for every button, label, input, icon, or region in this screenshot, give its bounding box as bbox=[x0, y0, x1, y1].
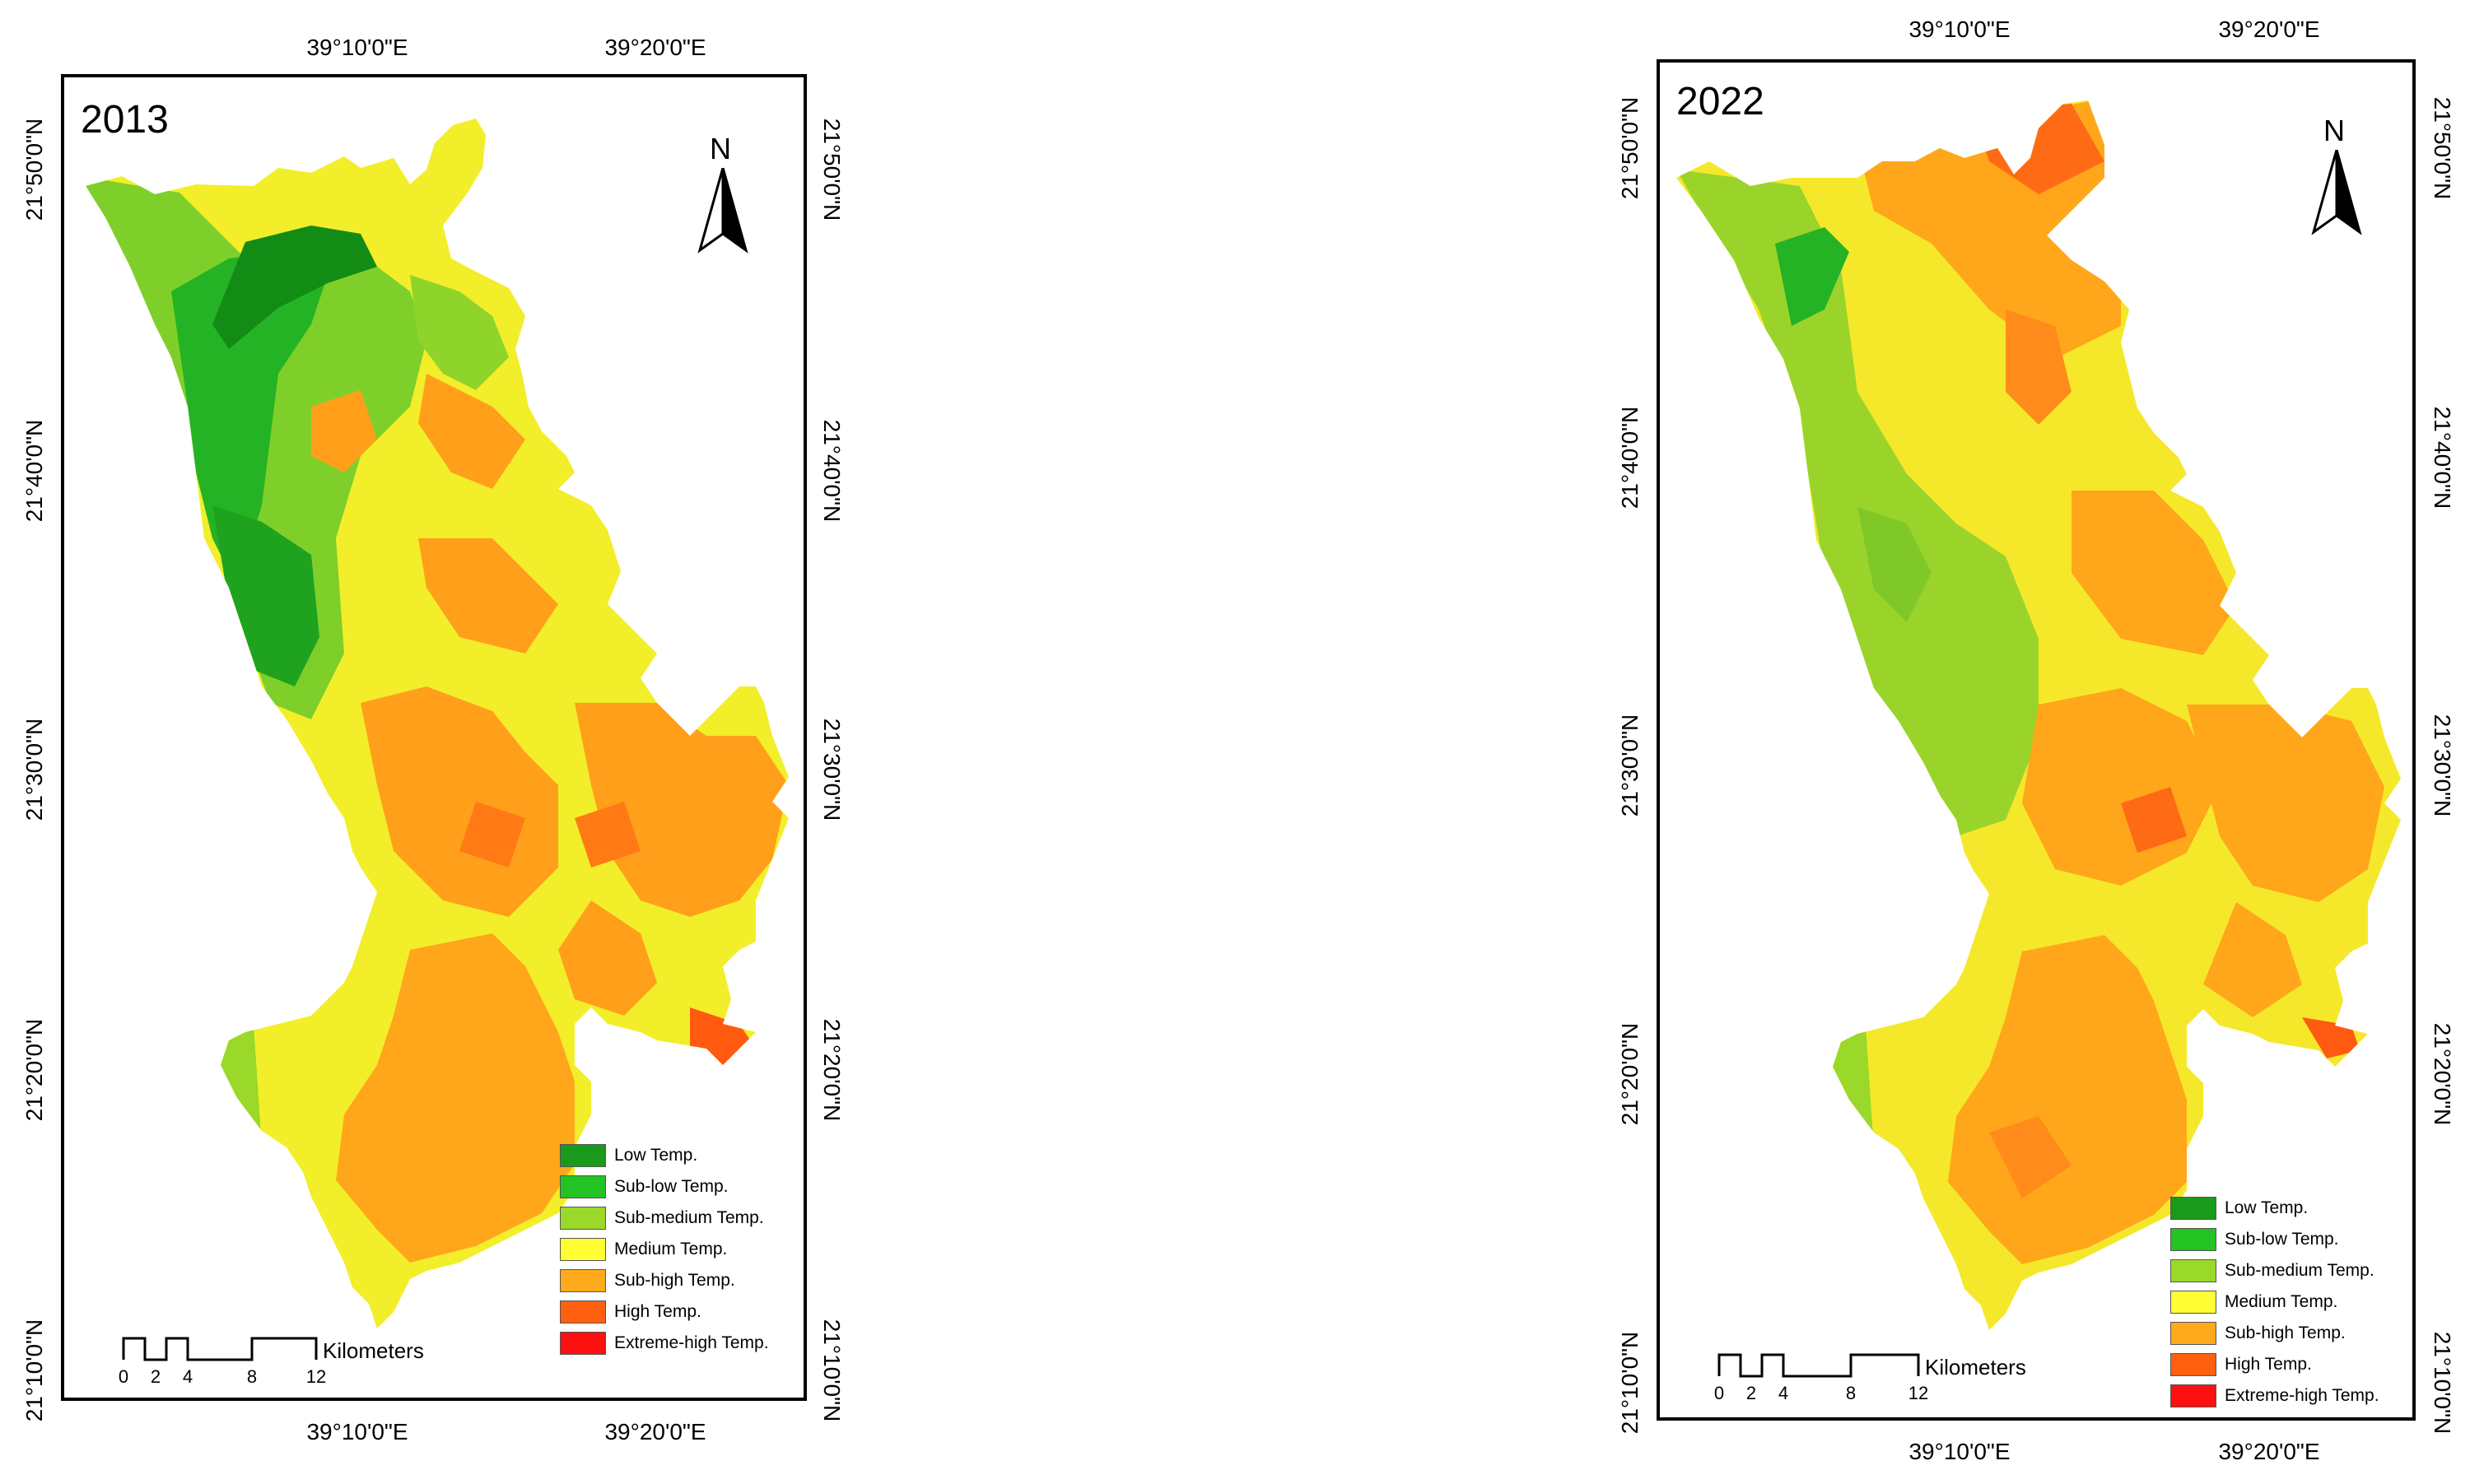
legend-swatch-sub-high bbox=[560, 1269, 606, 1292]
right-lat-label-5-2022: 21°10'0"N bbox=[2430, 1331, 2455, 1435]
legend-label-sub-medium-2022: Sub-medium Temp. bbox=[2225, 1261, 2374, 1280]
top-lon-label-2-2022: 39°20'0"E bbox=[2218, 16, 2320, 42]
right-lat-label-1: 21°50'0"N bbox=[819, 118, 845, 221]
scale-tick-4-2022: 4 bbox=[1778, 1383, 1789, 1403]
bottom-lon-label-2-2022: 39°20'0"E bbox=[2218, 1439, 2320, 1464]
scale-bar: 0 2 4 8 12 Kilometers bbox=[118, 1337, 451, 1411]
legend-swatch-sub-medium bbox=[560, 1207, 606, 1230]
scale-unit: Kilometers bbox=[323, 1338, 424, 1363]
north-arrow-icon-2022: N bbox=[2310, 114, 2363, 237]
legend-swatch-medium-2022 bbox=[2170, 1291, 2216, 1314]
left-lat-label-3: 21°30'0"N bbox=[21, 718, 47, 821]
top-lon-label-1: 39°10'0"E bbox=[306, 35, 408, 60]
legend-label-sub-high-2022: Sub-high Temp. bbox=[2225, 1324, 2346, 1342]
scale-tick-2: 2 bbox=[150, 1366, 161, 1387]
legend-swatch-sub-high-2022 bbox=[2170, 1322, 2216, 1345]
left-lat-label-4: 21°20'0"N bbox=[21, 1018, 47, 1122]
right-lat-label-4: 21°20'0"N bbox=[819, 1018, 845, 1122]
right-lat-label-3-2022: 21°30'0"N bbox=[2430, 714, 2455, 817]
legend-label-sub-low: Sub-low Temp. bbox=[614, 1177, 729, 1196]
top-lon-label-1-2022: 39°10'0"E bbox=[1908, 16, 2011, 42]
year-label-2022: 2022 bbox=[1676, 80, 1764, 123]
map-frame-2022 bbox=[1657, 59, 2416, 1421]
legend-label-low-2022: Low Temp. bbox=[2225, 1198, 2309, 1217]
top-lon-label-2: 39°20'0"E bbox=[604, 35, 706, 60]
left-lat-label-1-2022: 21°50'0"N bbox=[1617, 96, 1643, 200]
map-area-2013 bbox=[86, 119, 789, 1328]
legend-label-high-2022: High Temp. bbox=[2225, 1355, 2312, 1374]
left-lat-label-5-2022: 21°10'0"N bbox=[1617, 1331, 1643, 1435]
scale-tick-12-2022: 12 bbox=[1908, 1383, 1929, 1403]
legend-swatch-extreme-high-2022 bbox=[2170, 1384, 2216, 1407]
legend-2022: Low Temp. Sub-low Temp. Sub-medium Temp.… bbox=[2170, 1195, 2417, 1450]
legend-item-sub-low: Sub-low Temp. bbox=[560, 1174, 729, 1200]
legend-label-sub-high: Sub-high Temp. bbox=[614, 1271, 735, 1290]
legend-item-extreme-high: Extreme-high Temp. bbox=[560, 1330, 769, 1356]
scale-bar-2022: 0 2 4 8 12 Kilometers bbox=[1713, 1353, 2047, 1427]
legend-item-sub-high-2022: Sub-high Temp. bbox=[2170, 1320, 2346, 1347]
year-label-2013: 2013 bbox=[81, 98, 169, 142]
left-lat-label-3-2022: 21°30'0"N bbox=[1617, 714, 1643, 817]
right-lat-label-4-2022: 21°20'0"N bbox=[2430, 1022, 2455, 1126]
map-area-2022 bbox=[1676, 100, 2401, 1330]
scale-tick-12: 12 bbox=[305, 1366, 327, 1387]
scale-tick-4: 4 bbox=[182, 1366, 193, 1387]
scale-tick-8-2022: 8 bbox=[1845, 1383, 1857, 1403]
legend-swatch-low bbox=[560, 1144, 606, 1167]
left-lat-label-5: 21°10'0"N bbox=[21, 1319, 47, 1422]
legend-swatch-sub-low-2022 bbox=[2170, 1228, 2216, 1251]
legend-swatch-extreme-high bbox=[560, 1332, 606, 1355]
legend-swatch-low-2022 bbox=[2170, 1197, 2216, 1220]
legend-item-sub-high: Sub-high Temp. bbox=[560, 1268, 735, 1294]
bottom-lon-label-1: 39°10'0"E bbox=[306, 1419, 408, 1444]
bottom-lon-label-2: 39°20'0"E bbox=[604, 1419, 706, 1444]
legend-swatch-sub-low bbox=[560, 1175, 606, 1198]
right-lat-label-1-2022: 21°50'0"N bbox=[2430, 96, 2455, 200]
left-lat-label-4-2022: 21°20'0"N bbox=[1617, 1022, 1643, 1126]
legend-label-sub-medium: Sub-medium Temp. bbox=[614, 1208, 764, 1227]
legend-item-sub-medium: Sub-medium Temp. bbox=[560, 1205, 764, 1231]
legend-item-high: High Temp. bbox=[560, 1299, 701, 1325]
right-lat-label-5: 21°10'0"N bbox=[819, 1319, 845, 1422]
legend-swatch-high bbox=[560, 1300, 606, 1324]
bottom-lon-label-1-2022: 39°10'0"E bbox=[1908, 1439, 2011, 1464]
legend-item-low: Low Temp. bbox=[560, 1142, 697, 1169]
legend-label-sub-low-2022: Sub-low Temp. bbox=[2225, 1230, 2339, 1249]
north-letter-2022: N bbox=[2323, 114, 2345, 147]
left-lat-label-2: 21°40'0"N bbox=[21, 419, 47, 523]
legend-item-sub-low-2022: Sub-low Temp. bbox=[2170, 1226, 2339, 1253]
scale-tick-0-2022: 0 bbox=[1713, 1383, 1725, 1403]
legend-item-medium: Medium Temp. bbox=[560, 1236, 727, 1263]
legend-item-low-2022: Low Temp. bbox=[2170, 1195, 2308, 1221]
legend-item-medium-2022: Medium Temp. bbox=[2170, 1289, 2337, 1315]
legend-item-extreme-high-2022: Extreme-high Temp. bbox=[2170, 1383, 2379, 1409]
scale-tick-8: 8 bbox=[246, 1366, 258, 1387]
north-arrow-icon: N bbox=[697, 132, 749, 255]
scale-tick-2-2022: 2 bbox=[1745, 1383, 1757, 1403]
legend-label-medium-2022: Medium Temp. bbox=[2225, 1292, 2338, 1311]
legend-label-high: High Temp. bbox=[614, 1302, 701, 1321]
legend-label-extreme-high: Extreme-high Temp. bbox=[614, 1333, 769, 1352]
right-lat-label-2: 21°40'0"N bbox=[819, 419, 845, 523]
legend-2013: Low Temp. Sub-low Temp. Sub-medium Temp.… bbox=[560, 1142, 807, 1398]
legend-item-high-2022: High Temp. bbox=[2170, 1351, 2312, 1378]
north-letter: N bbox=[710, 132, 731, 165]
map-frame-2013 bbox=[61, 74, 807, 1401]
legend-label-medium: Medium Temp. bbox=[614, 1240, 728, 1258]
legend-label-low: Low Temp. bbox=[614, 1146, 698, 1165]
legend-swatch-high-2022 bbox=[2170, 1353, 2216, 1376]
scale-tick-0: 0 bbox=[118, 1366, 129, 1387]
legend-swatch-medium bbox=[560, 1238, 606, 1261]
scale-unit-2022: Kilometers bbox=[1925, 1355, 2026, 1379]
legend-label-extreme-high-2022: Extreme-high Temp. bbox=[2225, 1386, 2379, 1405]
legend-swatch-sub-medium-2022 bbox=[2170, 1259, 2216, 1282]
right-lat-label-3: 21°30'0"N bbox=[819, 718, 845, 821]
left-lat-label-1: 21°50'0"N bbox=[21, 118, 47, 221]
right-lat-label-2-2022: 21°40'0"N bbox=[2430, 406, 2455, 509]
legend-item-sub-medium-2022: Sub-medium Temp. bbox=[2170, 1258, 2374, 1284]
left-lat-label-2-2022: 21°40'0"N bbox=[1617, 406, 1643, 509]
